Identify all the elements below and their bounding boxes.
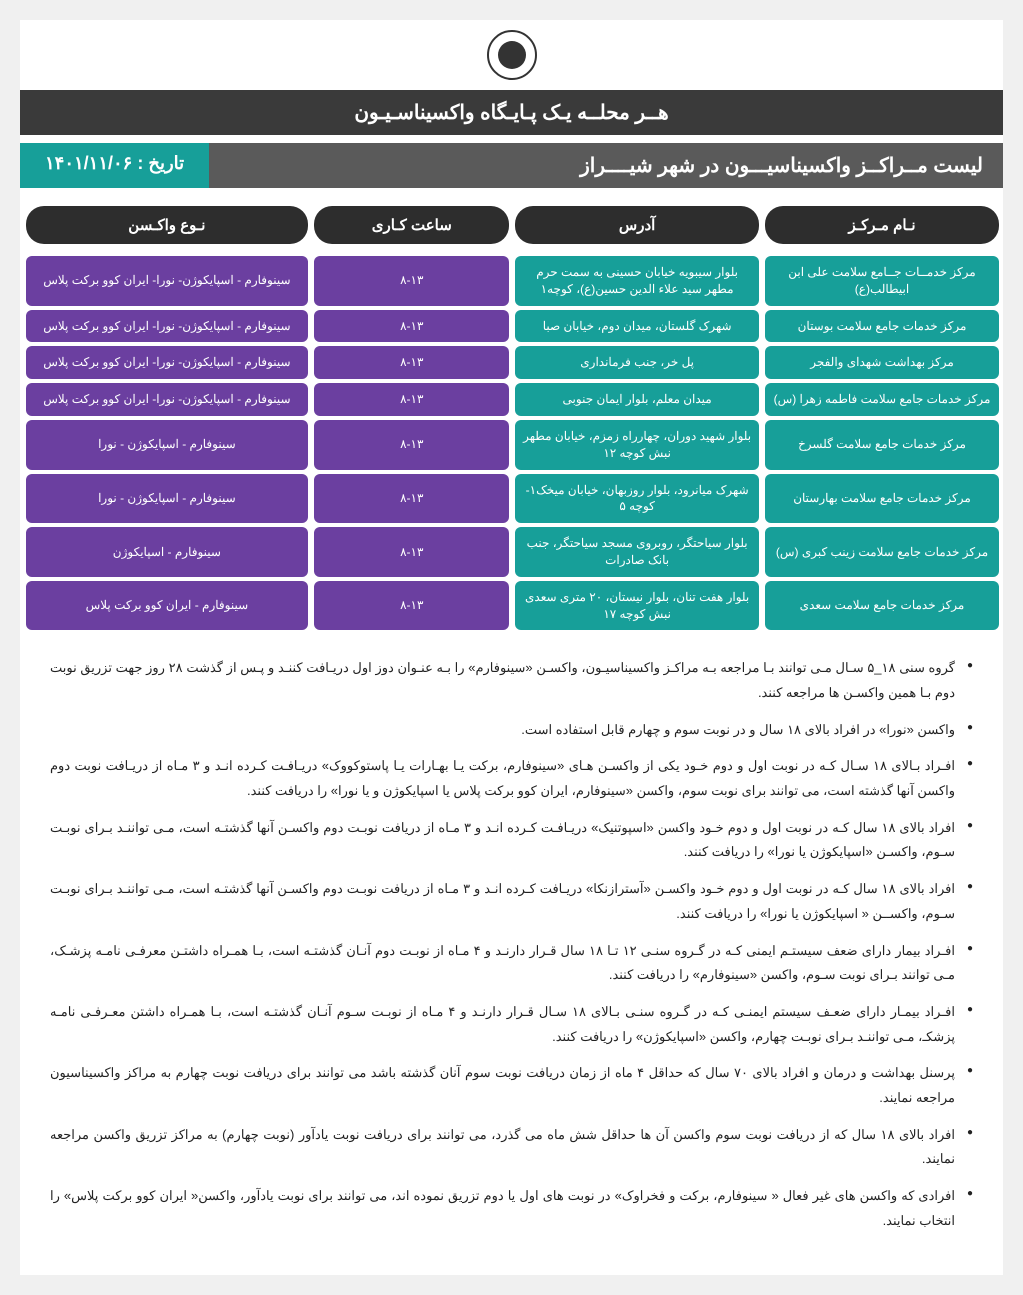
note-item: واکسن «نورا» در افراد بالای ۱۸ سال و در …	[50, 718, 973, 743]
notes-section: گروه سنی ‍۱۸_۵ سـال مـی توانند بـا مراجع…	[20, 634, 1003, 1275]
cell-address: شهرک گلستان، میدان دوم، خیابان صبا	[515, 310, 759, 343]
cell-address: بلوار شهید دوران، چهارراه زمزم، خیابان م…	[515, 420, 759, 470]
cell-vaccine: سینوفارم - ایران کوو برکت پلاس	[26, 581, 309, 631]
note-item: افـراد بـالای ۱۸ سـال کـه در نوبت اول و …	[50, 754, 973, 803]
note-item: افـراد بیمار دارای ضعف سیستـم ایمنی کـه …	[50, 939, 973, 988]
cell-address: شهرک میانرود، بلوار روزبهان، خیابان میخک…	[515, 474, 759, 524]
table-row: مرکز خدمات جامع سلامت زینب کبری (س)بلوار…	[24, 527, 999, 577]
cell-vaccine: سینوفارم - اسپایکوژن- نورا- ایران کوو بر…	[26, 310, 309, 343]
cell-hours: ۸-۱۳	[314, 581, 509, 631]
cell-hours: ۸-۱۳	[314, 420, 509, 470]
date-label: تاریخ : ۱۴۰۱/۱۱/۰۶	[20, 143, 209, 188]
cell-address: پل خر، جنب فرمانداری	[515, 346, 759, 379]
header-address: آدرس	[515, 206, 759, 244]
cell-address: میدان معلم، بلوار ایمان جنوبی	[515, 383, 759, 416]
notes-list: گروه سنی ‍۱۸_۵ سـال مـی توانند بـا مراجع…	[50, 656, 973, 1233]
logo-bar	[20, 20, 1003, 90]
cell-center-name: مرکز خدمات جامع سلامت فاطمه زهرا (س)	[765, 383, 999, 416]
cell-vaccine: سینوفارم - اسپایکوژن - نورا	[26, 420, 309, 470]
note-item: افـراد بیمـار دارای ضعـف سیستم ایمنـی کـ…	[50, 1000, 973, 1049]
note-item: افراد بالای ۱۸ سال که از دریافت نوبت سوم…	[50, 1123, 973, 1172]
cell-hours: ۸-۱۳	[314, 310, 509, 343]
cell-center-name: مرکز خدمات جامع سلامت زینب کبری (س)	[765, 527, 999, 577]
table-row: مرکز خدمــات جــامع سلامت علی ابن ابیطال…	[24, 256, 999, 306]
cell-center-name: مرکز بهداشت شهدای والفجر	[765, 346, 999, 379]
table-header: نـام مـرکـز آدرس ساعت کـاری نـوع واکـسن	[20, 206, 1003, 244]
note-item: پرسنل بهداشت و درمان و افراد بالای ۷۰ سا…	[50, 1061, 973, 1110]
cell-hours: ۸-۱۳	[314, 474, 509, 524]
cell-address: بلوار سیبویه خیابان حسینی به سمت حرم مطه…	[515, 256, 759, 306]
header-vaccine: نـوع واکـسن	[26, 206, 309, 244]
cell-vaccine: سینوفارم - اسپایکوژن- نورا- ایران کوو بر…	[26, 256, 309, 306]
header-name: نـام مـرکـز	[765, 206, 999, 244]
cell-hours: ۸-۱۳	[314, 527, 509, 577]
cell-center-name: مرکز خدمات جامع سلامت گلسرخ	[765, 420, 999, 470]
cell-vaccine: سینوفارم - اسپایکوژن - نورا	[26, 474, 309, 524]
table-row: مرکز خدمات جامع سلامت سعدیبلوار هفت تنان…	[24, 581, 999, 631]
cell-hours: ۸-۱۳	[314, 256, 509, 306]
cell-center-name: مرکز خدمات جامع سلامت بوستان	[765, 310, 999, 343]
cell-vaccine: سینوفارم - اسپایکوژن- نورا- ایران کوو بر…	[26, 383, 309, 416]
cell-hours: ۸-۱۳	[314, 346, 509, 379]
note-item: افرادی که واکسن های غیر فعال « سینوفارم،…	[50, 1184, 973, 1233]
slogan-bar: هــر محلــه یـک پـایـگاه واکسیناسـیـون	[20, 90, 1003, 135]
page-title: لیست مــراکــز واکسیناسیـــون در شهر شیـ…	[209, 143, 1003, 188]
cell-center-name: مرکز خدمات جامع سلامت بهارستان	[765, 474, 999, 524]
cell-vaccine: سینوفارم - اسپایکوژن	[26, 527, 309, 577]
cell-center-name: مرکز خدمات جامع سلامت سعدی	[765, 581, 999, 631]
table-row: مرکز خدمات جامع سلامت فاطمه زهرا (س)میدا…	[24, 383, 999, 416]
table-row: مرکز خدمات جامع سلامت گلسرخبلوار شهید دو…	[24, 420, 999, 470]
cell-address: بلوار هفت تنان، بلوار نیستان، ۲۰ متری سع…	[515, 581, 759, 631]
table-row: مرکز بهداشت شهدای والفجرپل خر، جنب فرمان…	[24, 346, 999, 379]
title-row: لیست مــراکــز واکسیناسیـــون در شهر شیـ…	[20, 143, 1003, 188]
cell-hours: ۸-۱۳	[314, 383, 509, 416]
logo-icon	[487, 30, 537, 80]
note-item: افراد بالای ۱۸ سال کـه در نوبت اول و دوم…	[50, 816, 973, 865]
note-item: افراد بالای ۱۸ سال کـه در نوبت اول و دوم…	[50, 877, 973, 926]
table-body: مرکز خدمــات جــامع سلامت علی ابن ابیطال…	[20, 256, 1003, 630]
header-hours: ساعت کـاری	[314, 206, 509, 244]
table-row: مرکز خدمات جامع سلامت بهارستانشهرک میانر…	[24, 474, 999, 524]
cell-center-name: مرکز خدمــات جــامع سلامت علی ابن ابیطال…	[765, 256, 999, 306]
table-row: مرکز خدمات جامع سلامت بوستانشهرک گلستان،…	[24, 310, 999, 343]
cell-address: بلوار سیاحتگر، روبروی مسجد سیاحتگر، جنب …	[515, 527, 759, 577]
note-item: گروه سنی ‍۱۸_۵ سـال مـی توانند بـا مراجع…	[50, 656, 973, 705]
cell-vaccine: سینوفارم - اسپایکوژن- نورا- ایران کوو بر…	[26, 346, 309, 379]
document-container: هــر محلــه یـک پـایـگاه واکسیناسـیـون ل…	[20, 20, 1003, 1275]
